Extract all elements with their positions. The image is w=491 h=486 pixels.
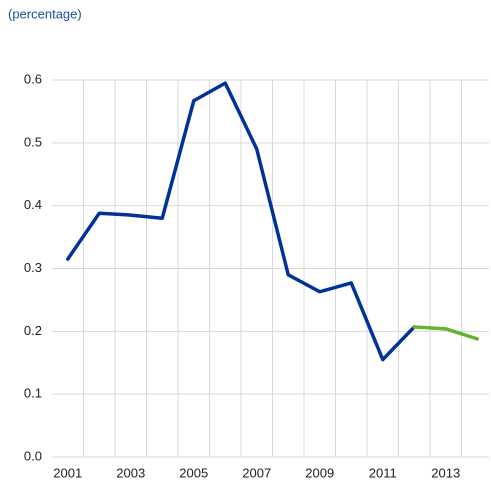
y-tick-label: 0.5 [24, 134, 42, 149]
x-tick-label: 2001 [53, 465, 82, 480]
x-tick-label: 2007 [242, 465, 271, 480]
x-tick-label: 2009 [305, 465, 334, 480]
x-tick-label: 2011 [369, 465, 397, 480]
line-series [66, 81, 416, 362]
y-tick-label: 0.4 [24, 197, 42, 212]
x-tick-label: 2005 [179, 465, 208, 480]
x-tick-label: 2013 [431, 465, 460, 480]
chart-subtitle: (percentage) [8, 6, 82, 21]
y-tick-label: 0.3 [24, 260, 42, 275]
line-series [412, 325, 479, 341]
y-tick-label: 0.0 [24, 448, 42, 463]
x-tick-label: 2003 [116, 465, 145, 480]
y-tick-label: 0.2 [24, 323, 42, 338]
y-tick-label: 0.6 [24, 71, 42, 86]
y-tick-label: 0.1 [24, 386, 42, 401]
